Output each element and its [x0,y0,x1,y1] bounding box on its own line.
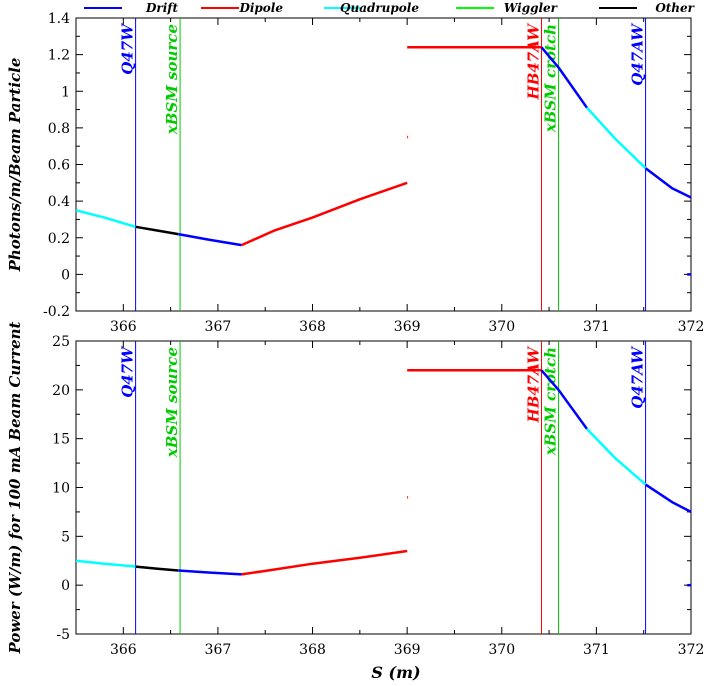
marker-label-q47aw: Q47AW [629,345,647,409]
series-segment-drift [540,369,588,430]
x-tick-label: 372 [678,642,705,658]
x-tick-label: 367 [205,319,232,335]
y-tick-label: 0.6 [48,158,70,174]
y-axis-label: Power (W/m) for 100 mA Beam Current [6,321,24,654]
series-segment-drift [177,232,242,247]
y-tick-label: 1 [61,84,70,100]
x-tick-label: 368 [299,642,326,658]
series-segment-quadrupole [75,559,136,568]
y-tick-label: 25 [52,334,70,350]
series-segment-quadrupole [75,209,136,228]
y-tick-label: 15 [52,432,70,448]
series-segment-drift [540,46,588,109]
series-segment-drift [644,167,692,199]
y-tick-label: 0.2 [48,231,70,247]
marker-label-q47aw: Q47AW [629,22,647,86]
y-tick-label: 5 [61,529,70,545]
x-tick-label: 366 [110,642,137,658]
y-axis-label: Photons/m/Beam Particle [6,58,24,273]
marker-label-hb47aw: HB47AW [525,345,543,424]
y-tick-label: 0 [61,578,70,594]
panel-power: -5 0 5 10 15 20 25 366 367 368 369 370 371 372 Power (… [6,321,704,658]
series-segment-other [135,565,179,572]
y-tick-label: 0 [61,267,70,283]
series-segment-quadrupole [585,106,647,170]
x-tick-label: 371 [583,642,610,658]
x-tick-label: 367 [205,642,232,658]
legend-label-quadrupole: Quadrupole [340,1,419,15]
series-segment-quadrupole [586,428,647,486]
x-tick-label: 370 [488,319,515,335]
marker-label-xbsm-crotch: xBSM crotch [542,347,560,456]
x-tick-label: 369 [394,642,421,658]
marker-label-xbsm-source: xBSM source [163,24,181,135]
legend-label-drift: Drift [145,1,178,15]
y-tick-label: 0.4 [48,194,70,210]
y-tick-label: -5 [56,627,70,643]
y-tick-label: 20 [52,383,70,399]
series-segment-drift [178,569,242,576]
series-segment-other [135,225,179,236]
series-segment-drift [644,483,692,514]
y-tick-label: 0.8 [48,121,70,137]
marker-label-q47w: Q47W [119,22,137,75]
y-tick-label: -0.2 [43,304,70,320]
marker-label-hb47aw: HB47AW [525,22,543,101]
x-tick-label: 372 [678,319,705,335]
x-tick-label: 366 [110,319,137,335]
marker-label-xbsm-source: xBSM source [163,347,181,458]
x-tick-label: 370 [488,642,515,658]
legend-label-wiggler: Wiggler [504,1,559,15]
marker-label-q47w: Q47W [119,345,137,398]
series-segment-dipole [241,549,408,576]
y-tick-label: 10 [52,481,70,497]
legend: Drift Dipole Quadrupole Wiggler Other [84,1,696,15]
x-tick-label: 371 [583,319,610,335]
y-tick-label: 1.2 [48,48,70,64]
x-axis-label: S (m) [371,663,420,682]
panel-photons: -0.2 0 0.2 0.4 0.6 0.8 1 1.2 1.4 366 367 368 369 370 3… [6,11,704,335]
y-tick-label: 1.4 [48,11,70,27]
legend-label-dipole: Dipole [238,1,283,15]
marker-label-xbsm-crotch: xBSM crotch [542,24,560,133]
legend-label-other: Other [655,1,695,15]
x-tick-label: 369 [394,319,421,335]
x-tick-label: 368 [299,319,326,335]
series-segment-dipole [241,181,408,247]
